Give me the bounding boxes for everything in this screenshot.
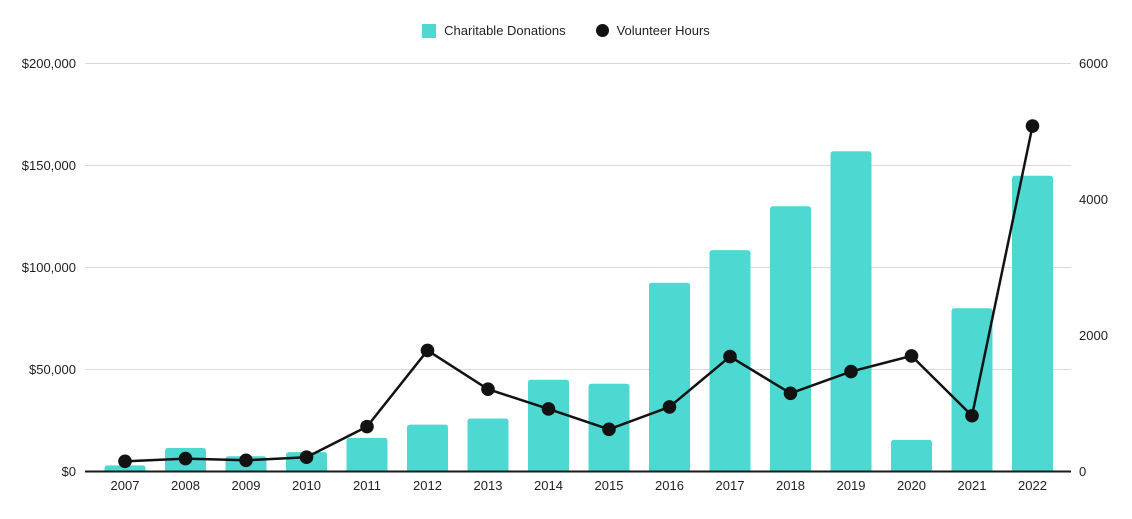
- x-axis-label-2010: 2010: [292, 478, 321, 493]
- left-axis-tick-0: $0: [62, 464, 76, 479]
- point-2012[interactable]: [420, 343, 435, 358]
- point-2018[interactable]: [783, 386, 798, 401]
- point-2019[interactable]: [844, 364, 858, 379]
- point-2021[interactable]: [965, 408, 979, 423]
- x-axis-label-2011: 2011: [353, 478, 381, 493]
- bar-2007[interactable]: [104, 465, 146, 472]
- chart-legend: Charitable Donations Volunteer Hours: [0, 23, 1132, 38]
- point-2014[interactable]: [541, 402, 556, 416]
- point-2009[interactable]: [239, 453, 253, 468]
- bar-2016[interactable]: [649, 282, 690, 472]
- bar-2012[interactable]: [407, 424, 448, 472]
- x-axis-label-2007: 2007: [111, 478, 140, 493]
- volunteer-hours-line: [124, 125, 1034, 463]
- right-axis-tick-4000: 4000: [1079, 192, 1108, 207]
- x-axis-label-2008: 2008: [171, 478, 200, 493]
- bar-2019[interactable]: [830, 151, 872, 472]
- point-2017[interactable]: [723, 349, 737, 364]
- x-axis-label-2015: 2015: [595, 478, 624, 493]
- line-series-swatch-icon: [595, 24, 609, 37]
- bar-2022[interactable]: [1012, 175, 1053, 472]
- bar-2011[interactable]: [346, 437, 388, 472]
- right-axis-tick-6000: 6000: [1079, 56, 1108, 71]
- bar-series-swatch-icon: [422, 23, 437, 38]
- left-axis-tick-50000: $50,000: [29, 362, 76, 377]
- right-axis-tick-2000: 2000: [1079, 328, 1108, 343]
- point-2013[interactable]: [481, 382, 495, 397]
- x-axis-label-2017: 2017: [716, 478, 745, 493]
- legend-item-charitable-donations[interactable]: Charitable Donations: [422, 23, 566, 38]
- x-axis-label-2021: 2021: [958, 478, 987, 493]
- right-axis-tick-0: 0: [1079, 464, 1086, 479]
- x-axis-label-2020: 2020: [897, 478, 926, 493]
- point-2011[interactable]: [360, 419, 374, 434]
- point-2020[interactable]: [904, 349, 919, 363]
- point-2016[interactable]: [662, 400, 677, 414]
- legend-label-volunteer-hours: Volunteer Hours: [616, 23, 710, 38]
- x-axis-label-2014: 2014: [534, 478, 563, 493]
- bar-2018[interactable]: [770, 206, 811, 472]
- point-2010[interactable]: [299, 450, 314, 465]
- x-axis-label-2013: 2013: [474, 478, 503, 493]
- point-2022[interactable]: [1025, 119, 1040, 133]
- x-axis-label-2016: 2016: [655, 478, 684, 493]
- point-2007[interactable]: [118, 454, 132, 469]
- point-2015[interactable]: [602, 422, 616, 437]
- bar-2014[interactable]: [528, 379, 569, 472]
- point-2008[interactable]: [178, 451, 193, 466]
- legend-item-volunteer-hours[interactable]: Volunteer Hours: [595, 23, 710, 38]
- x-axis-label-2018: 2018: [776, 478, 805, 493]
- bar-2021[interactable]: [951, 308, 993, 472]
- x-axis-label-2009: 2009: [232, 478, 261, 493]
- bar-2020[interactable]: [891, 439, 932, 472]
- bar-2013[interactable]: [467, 418, 509, 472]
- left-axis-tick-200000: $200,000: [22, 56, 76, 71]
- legend-label-charitable-donations: Charitable Donations: [444, 23, 566, 38]
- left-axis-tick-100000: $100,000: [22, 260, 76, 275]
- left-axis-tick-150000: $150,000: [22, 158, 76, 173]
- x-axis-label-2012: 2012: [413, 478, 442, 493]
- x-axis-label-2022: 2022: [1018, 478, 1047, 493]
- x-axis-label-2019: 2019: [837, 478, 866, 493]
